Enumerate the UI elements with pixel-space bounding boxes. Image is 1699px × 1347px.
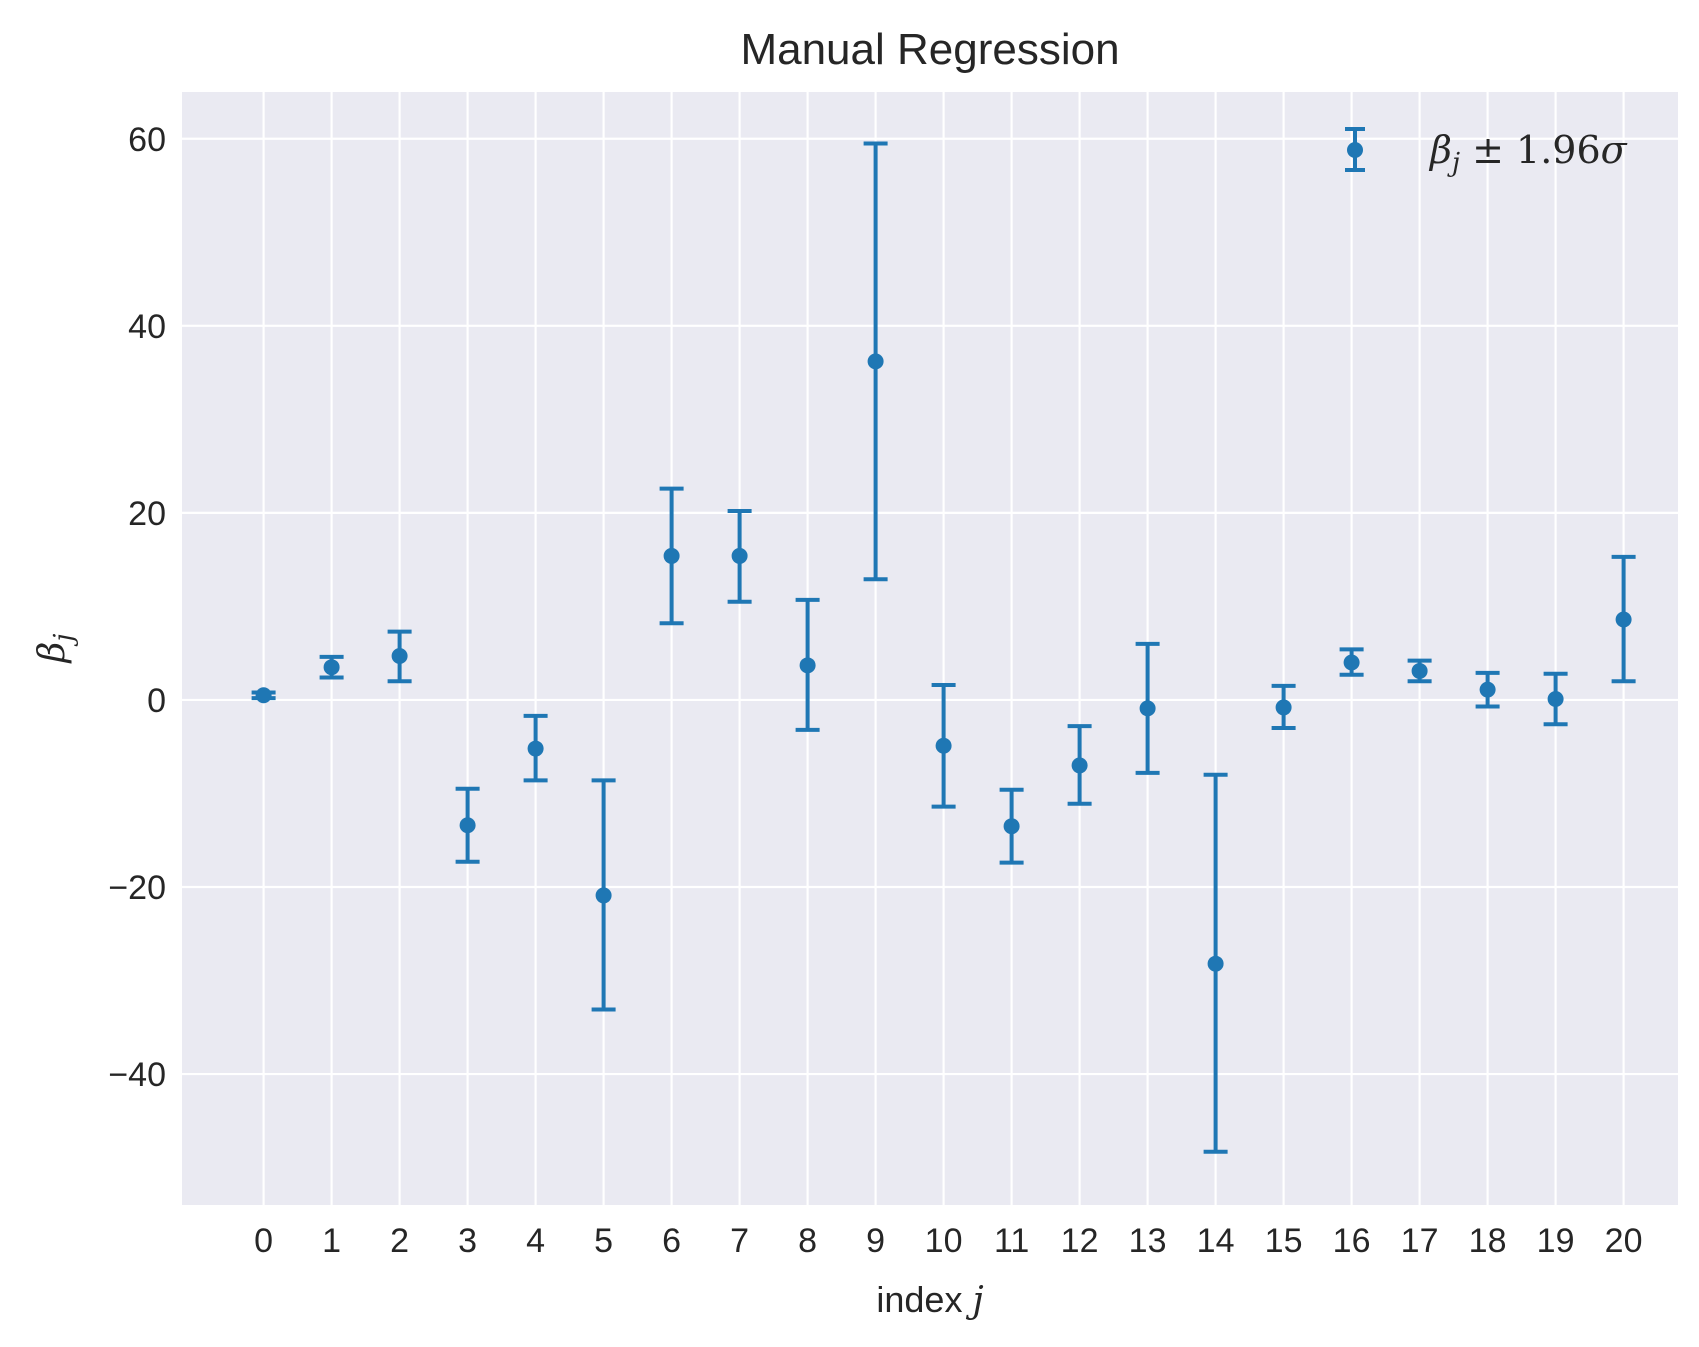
errorbar-point — [1271, 683, 1296, 730]
x-tick-label: 6 — [662, 1222, 681, 1260]
x-tick-label: 3 — [458, 1222, 477, 1260]
x-tick-label: 18 — [1469, 1222, 1507, 1260]
data-point — [391, 647, 408, 664]
x-tick-label: 17 — [1401, 1222, 1439, 1260]
data-point — [1479, 681, 1496, 698]
x-tick-label: 2 — [390, 1222, 409, 1260]
errorbar-point — [1067, 724, 1092, 806]
errorbar-point — [387, 629, 412, 684]
x-tick-label: 9 — [866, 1222, 885, 1260]
data-point — [1071, 757, 1088, 774]
y-tick-label: 40 — [128, 308, 166, 346]
grid — [182, 92, 1678, 1205]
data-point — [255, 687, 272, 704]
x-tick-label: 1 — [322, 1222, 341, 1260]
data-point — [323, 659, 340, 676]
x-tick-label: 16 — [1333, 1222, 1371, 1260]
x-tick-label: 0 — [254, 1222, 273, 1260]
errorbar-point — [523, 713, 548, 783]
errorbar-point — [931, 682, 956, 809]
x-tick-label: 4 — [526, 1222, 545, 1260]
x-tick-label: 13 — [1129, 1222, 1167, 1260]
x-tick-label: 5 — [594, 1222, 613, 1260]
data-point — [459, 817, 476, 834]
data-point — [799, 657, 816, 674]
plot-area — [182, 92, 1678, 1205]
y-tick-label: −40 — [108, 1056, 166, 1094]
x-axis-label: index j — [876, 1279, 983, 1321]
data-point — [1615, 611, 1632, 628]
data-point — [935, 737, 952, 754]
errorbar-point — [999, 787, 1024, 865]
errorbar-point — [659, 486, 684, 626]
data-point — [1003, 818, 1020, 835]
data-point — [867, 353, 884, 370]
x-tick-label: 11 — [994, 1222, 1029, 1260]
y-tick-label: −20 — [108, 869, 166, 907]
errorbar-point — [1135, 641, 1160, 775]
errorbar-point — [795, 597, 820, 732]
legend: βj ± 1.96σ — [1345, 127, 1628, 178]
x-tick-label: 10 — [925, 1222, 963, 1260]
data-point — [1275, 699, 1292, 716]
x-tick-label: 8 — [798, 1222, 817, 1260]
legend-entry: βj ± 1.96σ — [1428, 128, 1628, 178]
x-tick-label: 7 — [730, 1222, 749, 1260]
errorbar-point — [727, 509, 752, 604]
errorbar-point — [863, 141, 888, 582]
errorbar-point — [1203, 772, 1228, 1154]
errorbar-point — [591, 778, 616, 1012]
errorbar-point — [1611, 554, 1636, 684]
data-point — [1411, 662, 1428, 679]
errorbar-point — [319, 654, 344, 680]
data-series — [251, 141, 1636, 1154]
y-axis-label: βj — [32, 634, 79, 665]
errorbar-point — [455, 786, 480, 864]
legend-marker — [1345, 127, 1365, 172]
y-tick-label: 60 — [128, 121, 166, 159]
data-point — [1139, 700, 1156, 717]
x-tick-label: 12 — [1061, 1222, 1099, 1260]
x-tick-label: 20 — [1605, 1222, 1643, 1260]
x-tick-label: 19 — [1537, 1222, 1575, 1260]
y-tick-label: 20 — [128, 495, 166, 533]
data-point — [731, 547, 748, 564]
data-point — [527, 740, 544, 757]
data-point — [663, 547, 680, 564]
errorbar-point — [251, 687, 276, 704]
data-point — [1547, 691, 1564, 708]
data-point — [595, 887, 612, 904]
data-point — [1343, 654, 1360, 671]
x-tick-label: 14 — [1197, 1222, 1235, 1260]
x-tick-label: 15 — [1265, 1222, 1303, 1260]
chart-title: Manual Regression — [740, 25, 1119, 74]
data-point — [1207, 955, 1224, 972]
errorbar-point — [1339, 647, 1364, 677]
x-tick-labels: 0 1 2 3 4 5 6 7 8 9 10 11 12 13 14 15 16 17 18 19 20 — [254, 1222, 1642, 1260]
errorbar-point — [1407, 658, 1432, 684]
y-tick-label: 0 — [147, 682, 166, 720]
errorbar-point — [1475, 670, 1500, 709]
errorbar-point — [1543, 671, 1568, 727]
y-tick-labels: −40 −20 0 20 40 60 — [108, 121, 166, 1094]
